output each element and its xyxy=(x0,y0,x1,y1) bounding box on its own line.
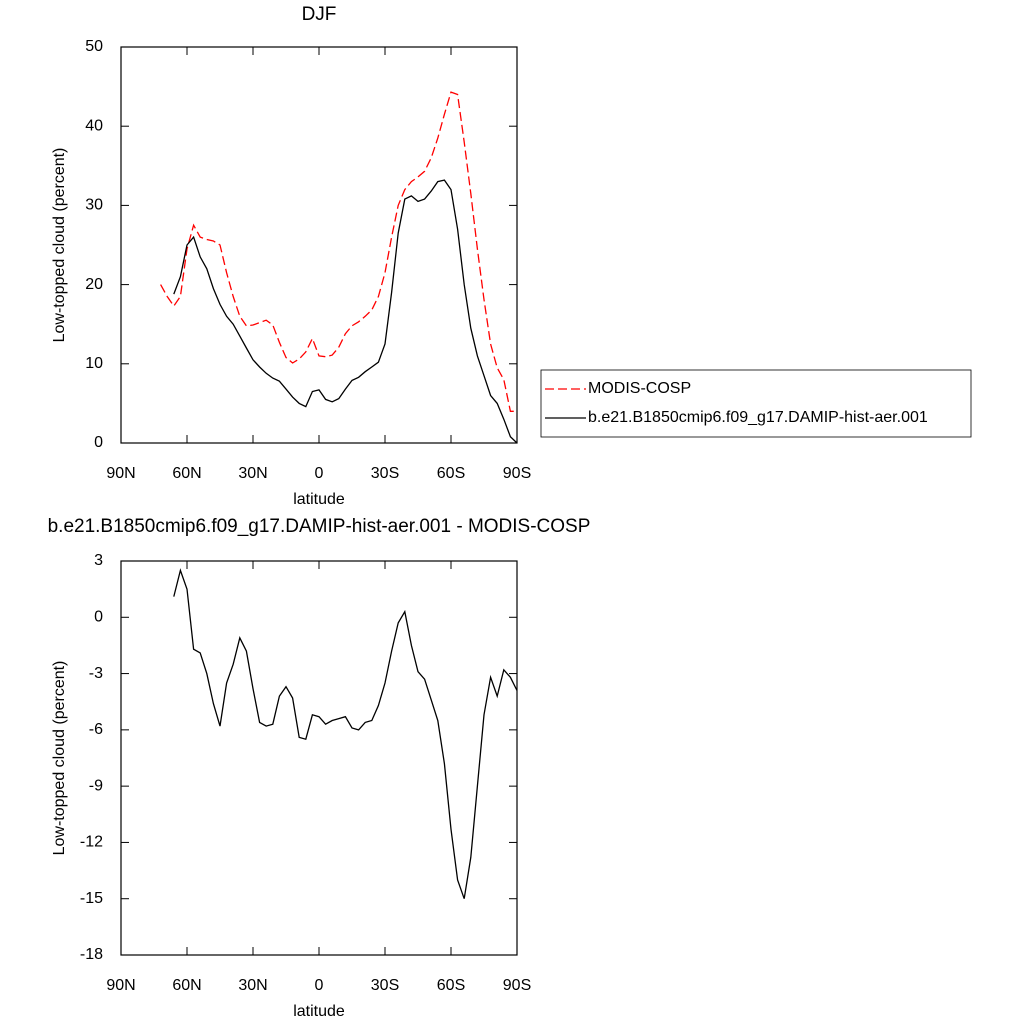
x-tick-label: 90S xyxy=(503,465,531,482)
x-tick-label: 30S xyxy=(371,465,399,482)
y-tick-label: -3 xyxy=(89,665,103,682)
series-line xyxy=(173,568,518,899)
y-tick-label: 20 xyxy=(85,276,103,293)
x-tick-label: 60S xyxy=(437,465,465,482)
x-tick-label: 0 xyxy=(315,977,324,994)
y-axis-label: Low-topped cloud (percent) xyxy=(51,661,68,856)
y-tick-label: 50 xyxy=(85,38,103,55)
legend-box xyxy=(540,369,972,438)
y-tick-label: -6 xyxy=(89,721,103,738)
x-tick-label: 90N xyxy=(106,977,135,994)
legend-label: MODIS-COSP xyxy=(588,380,691,397)
chart-title: DJF xyxy=(302,4,337,25)
y-tick-label: 40 xyxy=(85,117,103,134)
plot-frame xyxy=(120,46,518,444)
y-tick-label: -18 xyxy=(80,946,103,963)
x-tick-label: 90N xyxy=(106,465,135,482)
x-tick-label: 30S xyxy=(371,977,399,994)
plot-frame xyxy=(120,560,518,956)
y-tick-label: 10 xyxy=(85,355,103,372)
x-tick-label: 30N xyxy=(238,977,267,994)
x-tick-label: 60N xyxy=(172,465,201,482)
y-tick-label: 30 xyxy=(85,197,103,214)
x-axis-label: latitude xyxy=(293,1003,345,1020)
x-tick-label: 0 xyxy=(315,465,324,482)
y-tick-label: -15 xyxy=(80,890,103,907)
y-tick-label: 3 xyxy=(94,552,103,569)
y-axis-label: Low-topped cloud (percent) xyxy=(51,148,68,343)
x-tick-label: 60N xyxy=(172,977,201,994)
x-tick-label: 30N xyxy=(238,465,267,482)
x-tick-label: 90S xyxy=(503,977,531,994)
y-tick-label: -9 xyxy=(89,777,103,794)
series-line xyxy=(173,179,518,444)
series-line xyxy=(160,91,517,412)
legend-label: b.e21.B1850cmip6.f09_g17.DAMIP-hist-aer.… xyxy=(588,409,928,426)
y-tick-label: -12 xyxy=(80,834,103,851)
y-tick-label: 0 xyxy=(94,609,103,626)
x-tick-label: 60S xyxy=(437,977,465,994)
y-tick-label: 0 xyxy=(94,434,103,451)
x-axis-label: latitude xyxy=(293,491,345,508)
chart-title: b.e21.B1850cmip6.f09_g17.DAMIP-hist-aer.… xyxy=(48,516,591,537)
